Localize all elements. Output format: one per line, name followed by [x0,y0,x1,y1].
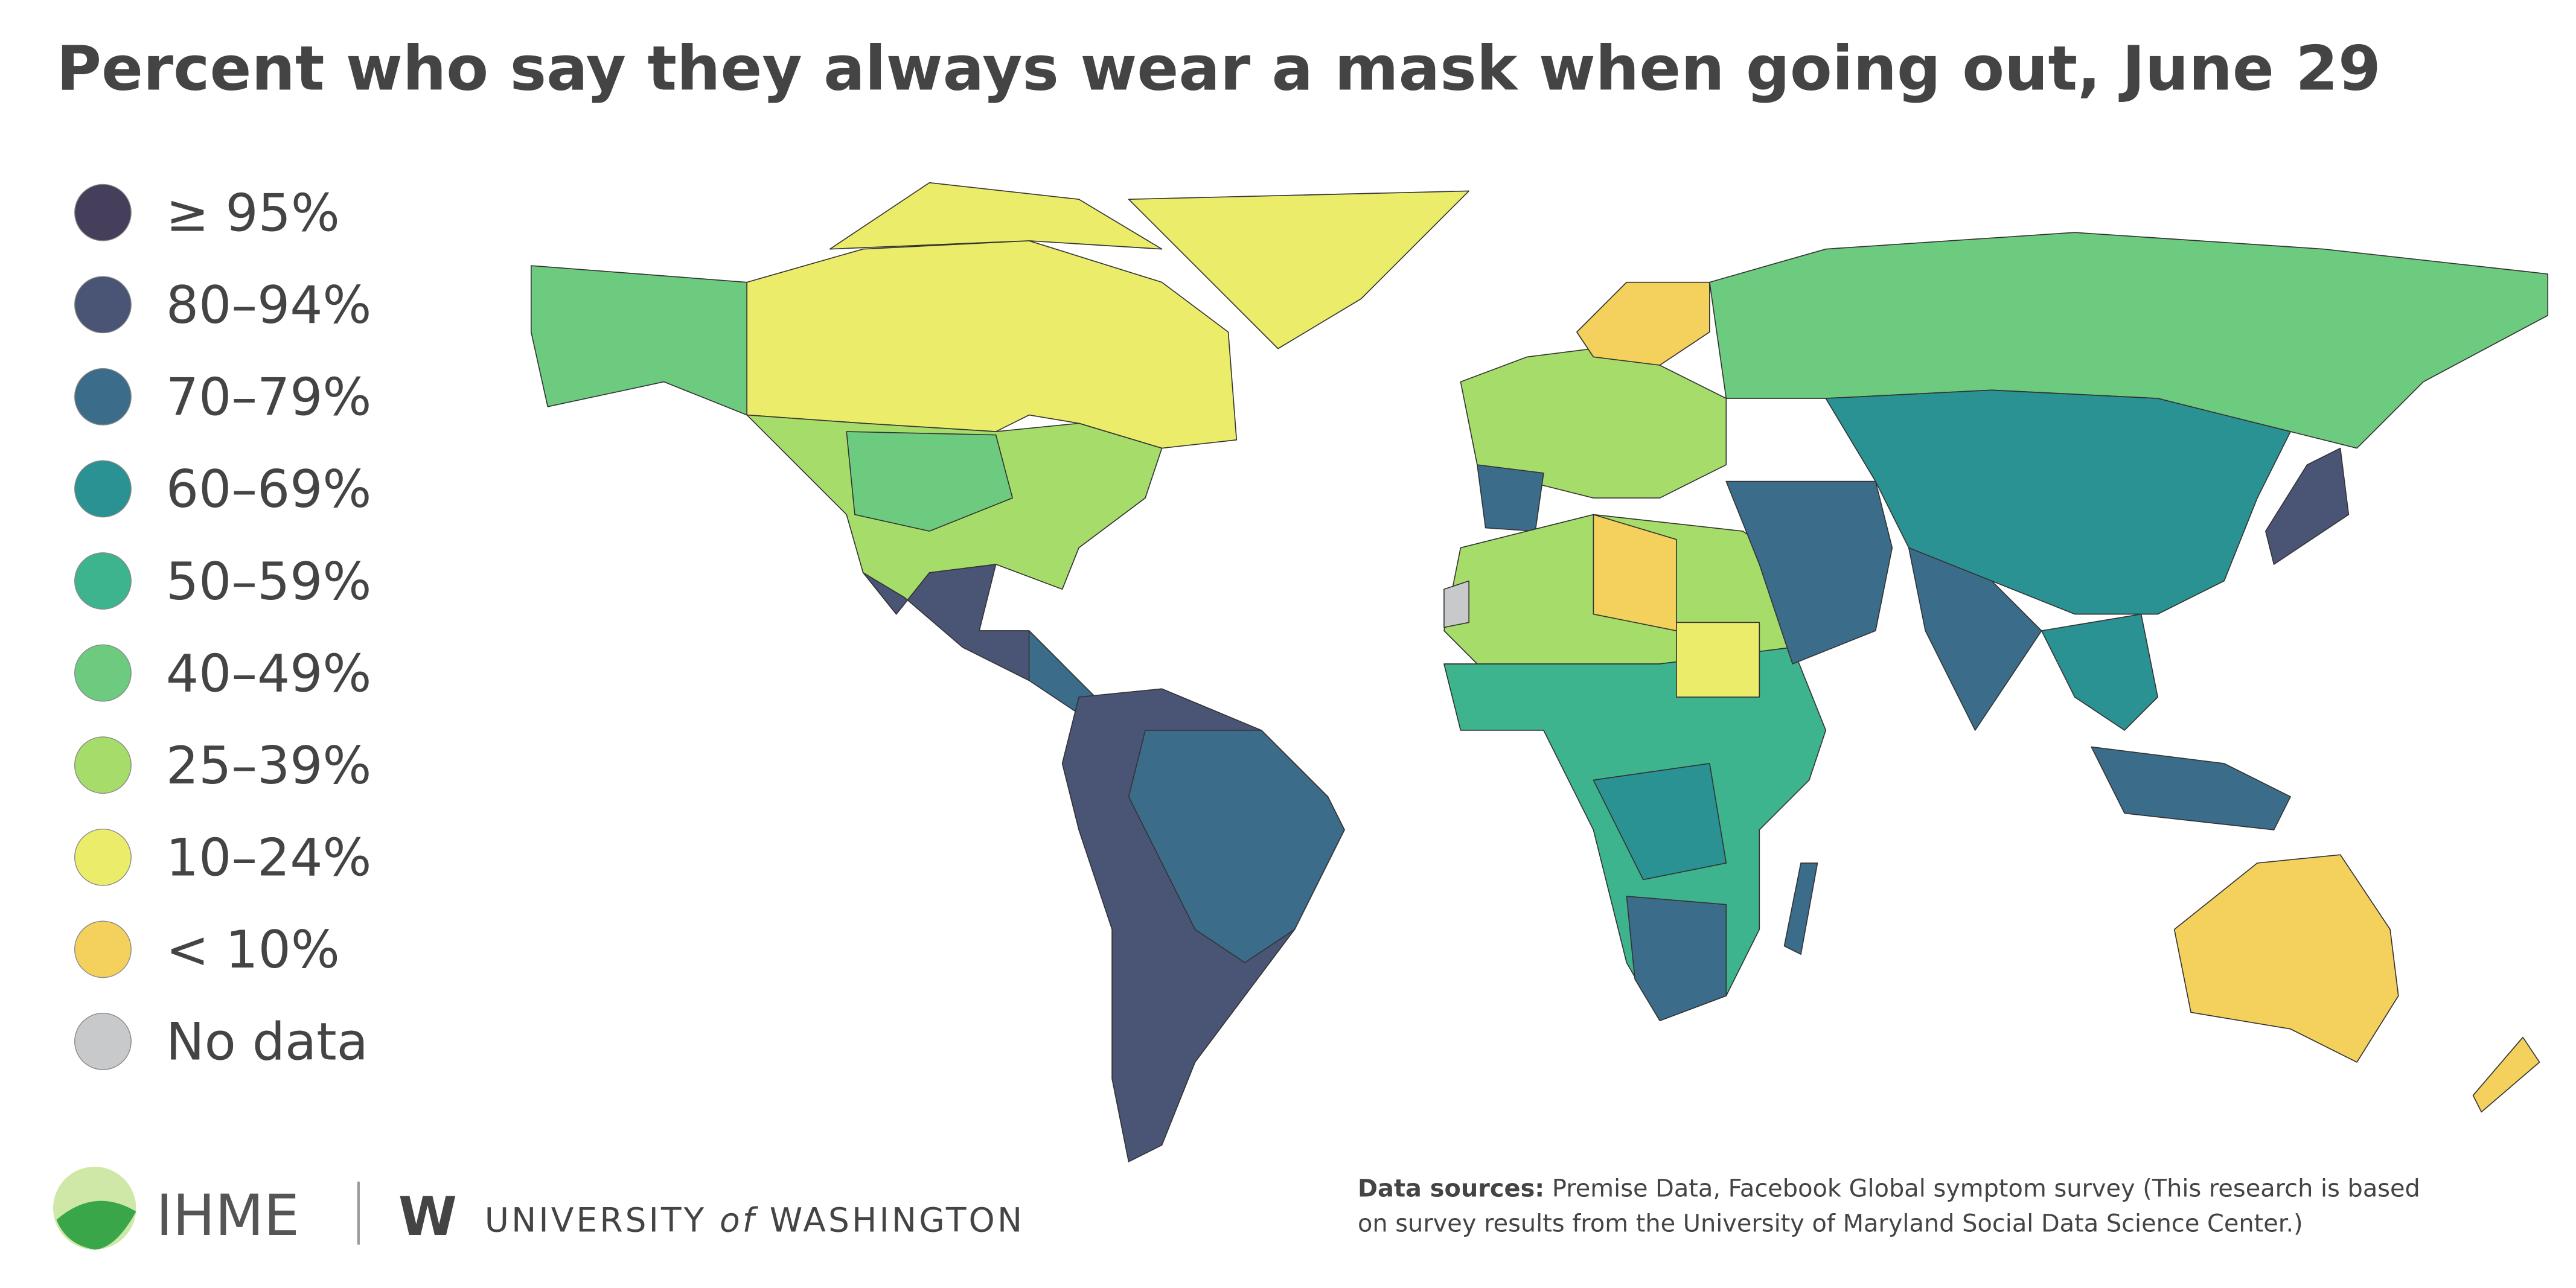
land [2041,613,2158,731]
land [1676,622,1760,698]
land [1908,547,2042,731]
land [829,182,1163,250]
ihme-name: IHME [156,1183,299,1249]
land [746,240,1238,449]
footer: IHME W UNIVERSITY of WASHINGTON Data sou… [53,1167,2420,1250]
legend-swatch [74,1013,132,1070]
sources-line: on survey results from the University of… [1358,1210,2303,1237]
legend-label: 80–94% [166,276,371,336]
land [1477,464,1544,532]
legend-swatch [74,736,132,794]
land [1576,281,1710,366]
legend-swatch [74,552,132,610]
sources-text: Premise Data, Facebook Global symptom su… [1552,1175,2420,1203]
sources-line: Data sources: Premise Data, Facebook Glo… [1358,1175,2420,1203]
uw-word: WASHINGTON [770,1200,1024,1239]
title: Percent who say they always wear a mask … [56,33,2380,104]
legend-swatch [74,828,132,886]
land [1128,190,1470,349]
legend-swatch [74,644,132,702]
legend-label: ≥ 95% [166,183,340,243]
ihme-logo-leaf [56,1200,136,1250]
legend-label: < 10% [166,920,340,980]
sources-label: Data sources: [1358,1175,1544,1203]
land [1593,763,1727,881]
land [1626,896,1727,1021]
legend-swatch [74,460,132,518]
legend: ≥ 95% 80–94% 70–79% 60–69% 50–59% 40–49% 25–39… [74,183,371,1073]
land [2173,854,2399,1063]
uw-name: UNIVERSITY of WASHINGTON [485,1200,1024,1239]
legend-label: 70–79% [166,368,371,428]
uw-mark: W [398,1185,457,1248]
world-map [530,182,2549,1162]
legend-swatch [74,183,132,241]
land [1128,730,1345,963]
legend-label: 50–59% [166,552,371,612]
uw-word: UNIVERSITY [485,1200,707,1239]
legend-swatch [74,368,132,426]
land [530,265,748,416]
legend-label: No data [166,1013,368,1073]
land [1443,580,1470,628]
legend-label: 60–69% [166,460,371,520]
land [1825,389,2291,615]
land [2472,1036,2540,1113]
legend-label: 10–24% [166,829,371,888]
legend-label: 40–49% [166,644,371,704]
land [846,431,1013,532]
uw-word: of [720,1200,759,1239]
legend-swatch [74,920,132,978]
legend-label: 25–39% [166,736,371,796]
legend-swatch [74,276,132,334]
land [1783,862,1818,955]
land [2091,746,2291,831]
land [2265,447,2350,565]
